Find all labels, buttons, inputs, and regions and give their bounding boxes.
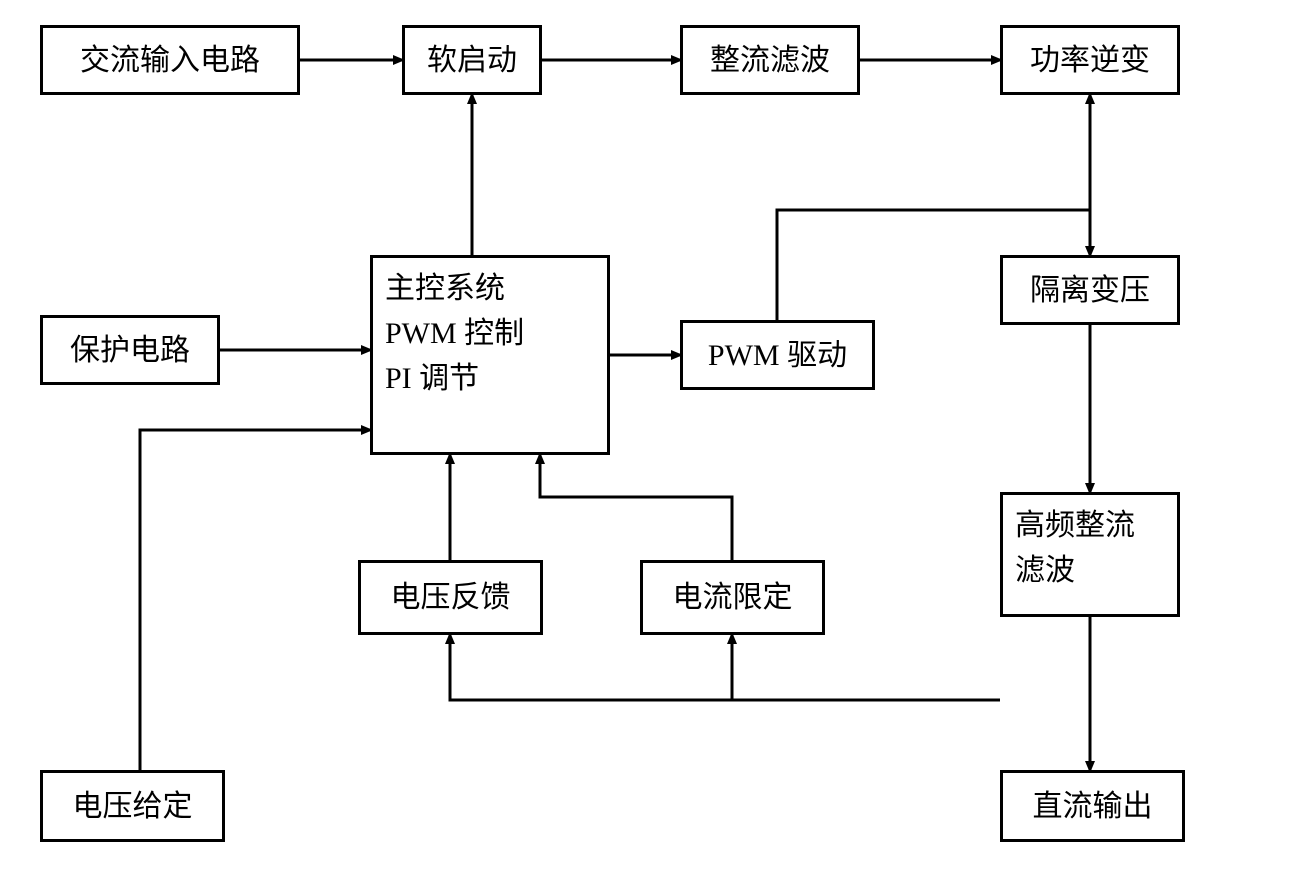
node-label: 整流滤波 xyxy=(710,38,830,83)
node-iso_trans: 隔离变压 xyxy=(1000,255,1180,325)
node-rect_filter: 整流滤波 xyxy=(680,25,860,95)
node-v_feedback: 电压反馈 xyxy=(358,560,543,635)
node-label: 直流输出 xyxy=(1033,784,1153,829)
flowchart-diagram: 交流输入电路 软启动 整流滤波 功率逆变保护电路 主控系统 PWM 控制 PI 调节 PW… xyxy=(0,0,1301,870)
node-label: PWM 驱动 xyxy=(708,333,847,378)
node-label: 电压给定 xyxy=(73,784,193,829)
node-protection: 保护电路 xyxy=(40,315,220,385)
node-ac_input: 交流输入电路 xyxy=(40,25,300,95)
node-label: 功率逆变 xyxy=(1030,38,1150,83)
node-i_limit: 电流限定 xyxy=(640,560,825,635)
node-label: 主控系统 PWM 控制 PI 调节 xyxy=(385,266,524,401)
node-v_set: 电压给定 xyxy=(40,770,225,842)
node-label: 电压反馈 xyxy=(391,575,511,620)
node-label: 交流输入电路 xyxy=(80,38,260,83)
node-main_ctrl: 主控系统 PWM 控制 PI 调节 xyxy=(370,255,610,455)
node-label: 软启动 xyxy=(427,38,517,83)
node-soft_start: 软启动 xyxy=(402,25,542,95)
node-label: 高频整流 滤波 xyxy=(1015,503,1135,593)
node-power_inverter: 功率逆变 xyxy=(1000,25,1180,95)
node-label: 隔离变压 xyxy=(1030,268,1150,313)
edges-layer xyxy=(0,0,1301,870)
node-pwm_drive: PWM 驱动 xyxy=(680,320,875,390)
node-label: 保护电路 xyxy=(70,328,190,373)
node-dc_output: 直流输出 xyxy=(1000,770,1185,842)
node-label: 电流限定 xyxy=(673,575,793,620)
node-hf_rect: 高频整流 滤波 xyxy=(1000,492,1180,617)
